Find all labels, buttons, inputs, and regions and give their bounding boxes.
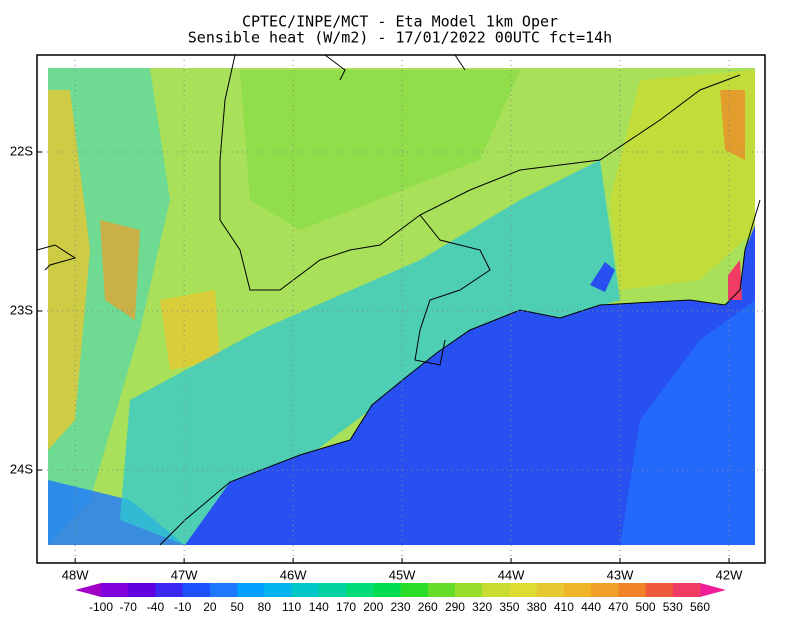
colorbar-label: 320 [472,600,492,614]
colorbar-label: 500 [636,600,656,614]
field-patch [610,70,755,290]
colorbar-box [264,583,293,597]
lon-label: 45W [389,567,416,582]
map-frame [36,54,766,564]
colorbar-box [373,583,401,597]
colorbar-box [237,583,265,597]
colorbar-label: -40 [147,600,165,614]
lon-label: 47W [171,567,198,582]
colorbar-box [182,583,211,597]
field-patch [160,290,220,370]
field-patch [620,300,755,545]
lon-label: 46W [280,567,307,582]
field [48,68,755,545]
colorbar-label: -10 [174,600,192,614]
colorbar-label: 410 [554,600,574,614]
state-border [219,54,741,291]
colorbar-box [509,583,538,597]
field-patch [100,220,140,320]
subtitle: Sensible heat (W/m2) - 17/01/2022 00UTC … [188,29,612,47]
colorbar-box [128,583,156,597]
colorbar-label: 230 [390,600,410,614]
state-border [324,54,466,81]
coastline [159,199,761,546]
lon-label: 48W [62,567,89,582]
colorbar-label: 110 [282,600,301,614]
field-patch [240,70,520,230]
title: CPTEC/INPE/MCT - Eta Model 1km Oper [242,13,558,31]
colorbar-box [536,583,565,597]
colorbar-label: 290 [445,600,465,614]
colorbar-label: 170 [336,600,356,614]
field-patch [728,260,742,300]
colorbar-label: -70 [120,600,138,614]
colorbar-label: 560 [690,600,710,614]
colorbar-box [209,583,238,597]
lat-label: 24S [10,461,33,476]
colorbar-box [454,583,483,597]
colorbar-label: -100 [89,600,113,614]
colorbar-label: 530 [663,600,683,614]
colorbar-box [318,583,347,597]
state-border [36,244,77,271]
colorbar-label: 50 [230,600,244,614]
colorbar-box [400,583,429,597]
colorbar-label: 80 [258,600,272,614]
lagoon-field [590,262,615,292]
lon-label: 44W [498,567,525,582]
colorbar-label: 380 [527,600,547,614]
state-border [414,214,491,366]
boundaries [36,54,761,546]
colorbar-box [291,583,320,597]
colorbar-label: 440 [581,600,601,614]
lon-label: 43W [607,567,634,582]
grid: 48W 47W 46W 45W 44W 43W 42W 22S 23S 24S [10,55,765,582]
lat-label: 23S [10,302,33,317]
colorbar-label: 350 [499,600,519,614]
lon-label: 42W [716,567,743,582]
colorbar-label: 20 [203,600,217,614]
colorbar-box [645,583,674,597]
colorbar-box [482,583,510,597]
colorbar-label: 200 [363,600,383,614]
colorbar-box [563,583,592,597]
colorbar-box [346,583,374,597]
colorbar-box [101,583,129,597]
colorbar-box [618,583,647,597]
colorbar-label: 140 [309,600,329,614]
field-patch [48,90,90,450]
ocean-field [185,225,755,545]
colorbar-label: 470 [608,600,628,614]
field-patch [120,160,620,545]
colorbar-box [591,583,619,597]
colorbar: -100 -70 -40 -10 20 50 80 110 140 170 200 230 260 290… [75,583,726,614]
colorbar-label: 260 [418,600,438,614]
colorbar-box [427,583,456,597]
colorbar-over [700,583,726,597]
colorbar-box [155,583,184,597]
lat-label: 22S [10,143,33,158]
colorbar-under [75,583,101,597]
field-patch [720,90,745,160]
colorbar-box [672,583,701,597]
